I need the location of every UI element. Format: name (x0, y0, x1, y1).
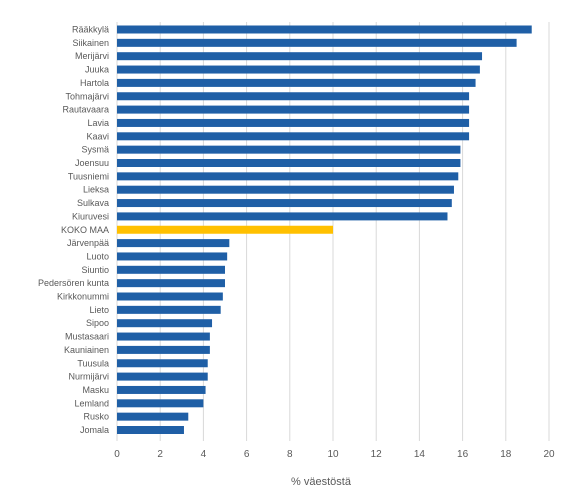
bars (117, 25, 532, 434)
category-label: Lavia (87, 118, 109, 128)
x-tick-label: 2 (157, 449, 163, 460)
bar (117, 105, 470, 114)
category-label: Järvenpää (67, 238, 109, 248)
bar (117, 426, 184, 434)
category-label: Lieksa (83, 185, 109, 195)
bar (117, 38, 517, 47)
category-label: Sulkava (77, 198, 109, 208)
bar (117, 185, 454, 194)
category-label: Luoto (86, 251, 109, 261)
x-tick-label: 14 (414, 449, 426, 460)
category-label: Mustasaari (65, 332, 109, 342)
bar (117, 172, 459, 181)
category-label: Rääkkylä (72, 25, 109, 35)
bar (117, 252, 228, 261)
bar (117, 279, 225, 288)
bar (117, 92, 470, 101)
bar (117, 212, 448, 221)
x-tick-labels: 0 2 4 6 8 10 12 14 16 18 20 (114, 449, 555, 460)
bar (117, 372, 208, 381)
x-tick-label: 16 (457, 449, 469, 460)
bar (117, 385, 206, 394)
bar (117, 25, 532, 34)
category-label: Kiuruvesi (72, 211, 109, 221)
bar-highlight (117, 225, 333, 234)
bar (117, 265, 225, 274)
bar (117, 345, 210, 354)
category-label: Lemland (74, 398, 109, 408)
category-label: Tohmajärvi (65, 91, 109, 101)
category-label: Merijärvi (75, 51, 109, 61)
category-label: Jomala (80, 425, 109, 435)
bar (117, 132, 470, 141)
bar (117, 305, 221, 314)
bar (117, 145, 461, 154)
x-axis-title: % väestöstä (291, 476, 352, 488)
x-tick-label: 18 (500, 449, 512, 460)
x-tick-label: 20 (543, 449, 555, 460)
bar (117, 65, 480, 74)
category-label: Hartola (80, 78, 109, 88)
category-label: Pedersören kunta (38, 278, 109, 288)
category-labels: Rääkkylä Siikainen Merijärvi Juuka Hartola To… (38, 25, 109, 436)
bar (117, 199, 452, 208)
category-label: Masku (82, 385, 109, 395)
category-label: Tuusula (77, 358, 109, 368)
x-tick-label: 10 (327, 449, 339, 460)
category-label: Kaavi (86, 131, 109, 141)
bar (117, 292, 223, 301)
bar (117, 319, 213, 328)
x-tick-label: 8 (287, 449, 293, 460)
category-label: Nurmijärvi (69, 372, 110, 382)
bar (117, 359, 208, 368)
category-label: Joensuu (75, 158, 109, 168)
bar (117, 78, 476, 87)
category-label: Rusko (83, 412, 109, 422)
bar (117, 239, 230, 248)
category-label: Juuka (85, 65, 109, 75)
bar (117, 332, 210, 341)
category-label: KOKO MAA (61, 225, 109, 235)
bar (117, 118, 470, 127)
bar (117, 399, 204, 408)
category-label: Siuntio (81, 265, 109, 275)
category-label: Sysmä (81, 145, 109, 155)
category-label: Lieto (89, 305, 109, 315)
x-tick-label: 4 (201, 449, 207, 460)
category-label: Tuusniemi (68, 171, 109, 181)
x-tick-label: 6 (244, 449, 250, 460)
category-label: Rautavaara (62, 105, 109, 115)
bar (117, 159, 461, 167)
category-label: Sipoo (86, 318, 109, 328)
bar (117, 52, 483, 61)
x-tick-label: 12 (371, 449, 383, 460)
category-label: Kauniainen (64, 345, 109, 355)
x-tick-label: 0 (114, 449, 120, 460)
category-label: Kirkkonummi (57, 292, 109, 302)
category-label: Siikainen (72, 38, 109, 48)
bar (117, 412, 189, 421)
